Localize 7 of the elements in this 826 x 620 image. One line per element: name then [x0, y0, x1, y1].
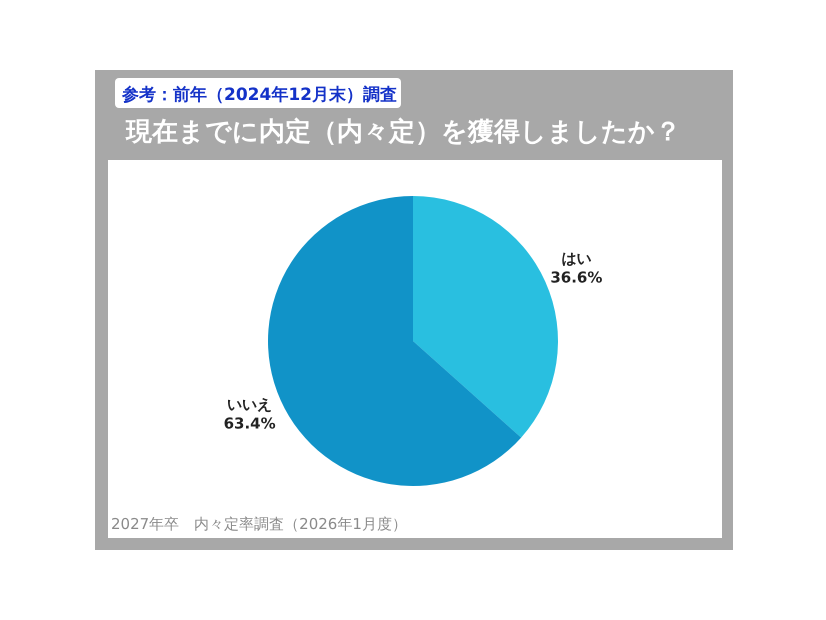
text: 2027年卒 内々定率調査（2026年1月度）	[111, 515, 407, 533]
data-label: 63.4%	[224, 414, 276, 433]
chart-title: 現在までに内定（内々定）を獲得しましたか？	[125, 117, 681, 147]
slice-label: いいえ	[227, 396, 272, 414]
slice-label: はい	[561, 249, 592, 268]
data-label: 36.6%	[550, 268, 602, 286]
chart-subtitle: 参考：前年（2024年12月末）調査	[121, 85, 397, 105]
